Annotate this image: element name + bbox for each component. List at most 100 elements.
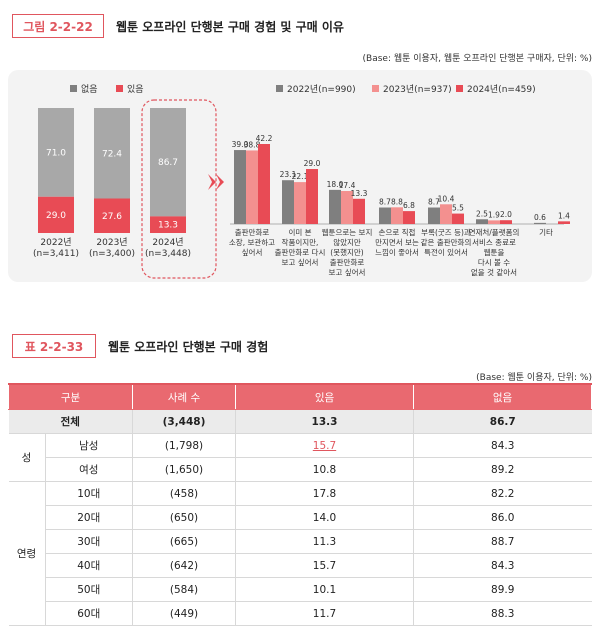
cell-yes: 11.3 [235, 529, 414, 554]
table-row: 30대 (665) 11.3 88.7 [9, 529, 592, 554]
cell-yes: 13.3 [235, 409, 414, 434]
bar [500, 220, 512, 224]
table-row-total: 전체 (3,448) 13.3 86.7 [8, 409, 592, 434]
data-label: 0.6 [534, 213, 546, 222]
cell-yes: 10.8 [235, 457, 414, 482]
bar-yes [38, 196, 74, 233]
cell-count: (642) [132, 553, 236, 578]
category-label: 서비스 종료로 [472, 238, 516, 247]
bar-label: 71.0 [46, 148, 66, 158]
data-label: 13.3 [351, 189, 368, 198]
chart-panel: 없음 있음 71.0 29.0 2022년 (n=3,411) 72.4 27.6 2023년(… [8, 70, 592, 282]
cell-count: (1,798) [132, 433, 236, 458]
cell-yes: 17.8 [235, 481, 414, 506]
category-label: 출판만화로 [235, 227, 270, 237]
group-label: 성 [8, 433, 45, 482]
col-header-category: 구분 [8, 383, 133, 410]
bar [353, 198, 365, 224]
bar [488, 220, 500, 224]
table-row: 여성 (1,650) 10.8 89.2 [9, 457, 592, 482]
cell-yes: 15.7 [235, 433, 414, 458]
data-label: 17.4 [339, 181, 356, 190]
bar-label: 86.7 [158, 158, 178, 168]
row-label: 50대 [44, 577, 133, 602]
bar [329, 189, 341, 224]
figure-title: 웹툰 오프라인 단행본 구매 경험 및 구매 이유 [116, 20, 344, 34]
data-label: 2.0 [500, 210, 512, 219]
bar-none [94, 108, 130, 199]
row-label: 여성 [44, 457, 133, 482]
table-row: 연령 10대 (458) 17.8 82.2 [8, 481, 592, 626]
purchase-experience-table: 구분 사례 수 있음 없음 전체 (3,448) 13.3 86.7 성 남성 (1… [8, 383, 592, 626]
category-label: (못했지만) [330, 247, 364, 257]
category-label: (n=3,448) [145, 249, 191, 259]
category-label: (n=3,400) [89, 249, 135, 259]
bar-label: 29.0 [46, 211, 66, 221]
table-row: 60대 (449) 11.7 88.3 [9, 601, 592, 626]
cell-count: (1,650) [132, 457, 236, 482]
category-label: 소장, 보관하고 [229, 237, 275, 247]
table-row: 20대 (650) 14.0 86.0 [9, 505, 592, 530]
data-label: 1.4 [558, 211, 570, 220]
figure-base-note: (Base: 웹툰 이용자, 웹툰 오프라인 단행본 구매자, 단위: %) [362, 54, 592, 64]
cell-no: 86.7 [413, 409, 592, 434]
legend-swatch [116, 85, 123, 92]
legend-swatch [372, 85, 379, 92]
data-label: 5.5 [452, 204, 464, 213]
bar [282, 180, 294, 224]
cell-yes: 14.0 [235, 505, 414, 530]
bar [403, 211, 415, 224]
legend-label: 있음 [127, 83, 144, 95]
cell-no: 86.0 [413, 505, 592, 530]
cell-yes: 15.7 [235, 553, 414, 578]
cell-count: (650) [132, 505, 236, 530]
cell-no: 88.3 [413, 601, 592, 626]
category-label: 2022년 [40, 237, 71, 248]
col-header-yes: 있음 [235, 383, 414, 410]
legend-label: 2024년(n=459) [467, 84, 536, 95]
bar [428, 207, 440, 224]
cell-count: (665) [132, 529, 236, 554]
category-label: 출판만화로 다시 [275, 247, 326, 257]
bar [341, 191, 353, 224]
cell-no: 88.7 [413, 529, 592, 554]
table-row: 50대 (584) 10.1 89.9 [9, 577, 592, 602]
category-label: 같은 출판만화의 [421, 237, 472, 247]
data-label: 1.9 [488, 210, 500, 219]
bar-yes [150, 216, 186, 233]
data-label: 18.0 [327, 180, 344, 189]
legend-swatch [276, 85, 283, 92]
data-label: 8.8 [391, 197, 403, 206]
data-label: 10.4 [438, 194, 455, 203]
legend-label: 없음 [81, 84, 98, 95]
cell-no: 84.3 [413, 553, 592, 578]
cell-no: 84.3 [413, 433, 592, 458]
bar [379, 207, 391, 224]
data-label: 42.2 [256, 134, 273, 143]
table-row: 40대 (642) 15.7 84.3 [9, 553, 592, 578]
category-label: 출판만화로 [330, 257, 365, 267]
data-label: 39.0 [232, 140, 249, 149]
row-label: 30대 [44, 529, 133, 554]
data-label: 38.8 [244, 140, 261, 149]
bar [258, 144, 270, 224]
legend-swatch [456, 85, 463, 92]
data-label: 22.1 [292, 172, 309, 181]
legend-swatch [70, 85, 77, 92]
bar [234, 150, 246, 224]
arrow-icon [208, 174, 224, 190]
bar [306, 169, 318, 224]
cell-count: (584) [132, 577, 236, 602]
bar [476, 219, 488, 224]
data-label: 29.0 [304, 159, 321, 168]
cell-yes: 11.7 [235, 601, 414, 626]
category-label: 작품이지만, [282, 237, 319, 247]
row-label: 10대 [44, 481, 133, 506]
data-label: 8.7 [428, 198, 440, 207]
figure-badge: 그림 2-2-22 [12, 14, 104, 38]
data-label: 2.5 [476, 209, 488, 218]
category-label: 만지면서 보는 [375, 237, 419, 247]
bar [294, 182, 306, 224]
cell-no: 89.9 [413, 577, 592, 602]
legend-label: 2023년(n=937) [383, 84, 452, 95]
